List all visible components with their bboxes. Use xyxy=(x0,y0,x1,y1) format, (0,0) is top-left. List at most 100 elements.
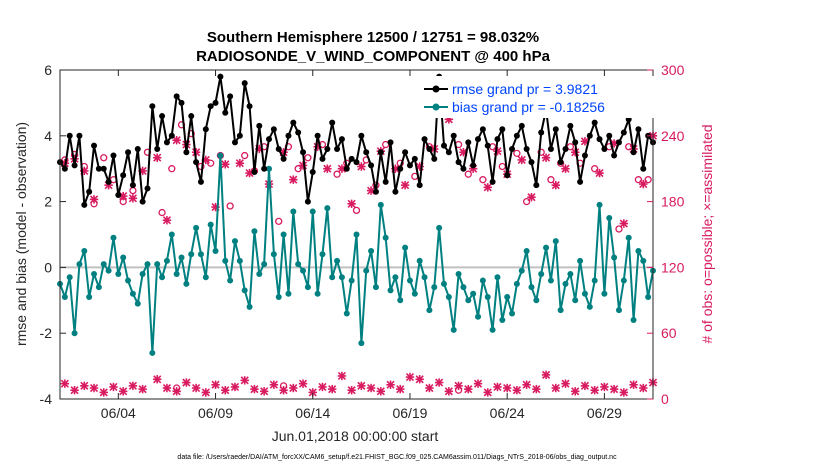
rmse-point xyxy=(314,132,321,139)
bias-point xyxy=(411,290,418,297)
rmse-point xyxy=(509,145,516,152)
bias-point xyxy=(397,297,404,304)
bias-point xyxy=(445,294,452,301)
rmse-point xyxy=(358,132,365,139)
rmse-point xyxy=(227,93,234,100)
bias-point xyxy=(212,247,219,254)
bias-point xyxy=(241,287,248,294)
rmse-point xyxy=(445,149,452,156)
bias-point xyxy=(154,261,161,268)
y-left-tick-label: -2 xyxy=(40,325,53,341)
obs-assimilated-point xyxy=(609,384,619,394)
rmse-point xyxy=(144,185,151,192)
bias-point xyxy=(625,234,632,241)
rmse-point xyxy=(81,201,88,208)
obs-assimilated-point xyxy=(70,386,79,395)
rmse-point xyxy=(261,165,268,172)
rmse-point xyxy=(533,182,540,189)
obs-assimilated-point xyxy=(298,379,308,388)
bias-point xyxy=(110,234,117,241)
bias-point xyxy=(334,257,341,264)
rmse-point xyxy=(460,165,467,172)
obs-assimilated-point xyxy=(386,380,395,389)
obs-assimilated-point xyxy=(527,193,536,202)
bias-point xyxy=(577,257,584,264)
obs-assimilated-point xyxy=(318,382,327,392)
obs-possible-point xyxy=(352,206,361,215)
bias-point xyxy=(513,280,520,287)
rmse-point xyxy=(630,149,637,156)
bias-point xyxy=(197,251,204,258)
bias-point xyxy=(168,231,175,238)
obs-assimilated-point xyxy=(444,387,454,396)
legend-rmse-label: rmse grand pr = 3.9821 xyxy=(452,81,598,97)
obs-assimilated-point xyxy=(109,382,118,392)
rmse-point xyxy=(193,159,200,166)
obs-possible-point xyxy=(207,159,215,167)
rmse-point xyxy=(217,73,224,80)
rmse-point xyxy=(61,165,68,172)
rmse-point xyxy=(290,119,297,126)
bias-point xyxy=(261,261,268,268)
bias-point xyxy=(479,277,486,284)
obs-assimilated-point xyxy=(99,388,108,397)
bias-point xyxy=(562,280,569,287)
bias-point xyxy=(95,284,102,291)
bias-point xyxy=(285,290,292,297)
obs-assimilated-point xyxy=(512,386,522,395)
rmse-point xyxy=(640,165,647,172)
rmse-point xyxy=(353,159,360,166)
y-left-axis-label: rmse and bias (model - observation) xyxy=(13,122,29,346)
obs-assimilated-point xyxy=(201,388,211,397)
bias-point xyxy=(86,294,93,301)
y-left-tick-label: -4 xyxy=(40,391,53,407)
rmse-point xyxy=(319,155,326,162)
bias-point xyxy=(615,307,622,314)
y-right-axis-label: # of obs: o=possible; ×=assimilated xyxy=(699,124,715,343)
bias-point xyxy=(66,274,73,281)
bias-point xyxy=(173,270,180,277)
bias-point xyxy=(144,261,151,268)
y-left-tick-label: 2 xyxy=(44,194,52,210)
rmse-point xyxy=(377,149,384,156)
rmse-point xyxy=(285,132,292,139)
obs-possible-point xyxy=(464,170,472,178)
rmse-point xyxy=(105,178,112,185)
bias-point xyxy=(227,277,234,284)
rmse-point xyxy=(606,132,613,139)
rmse-point xyxy=(586,132,593,139)
rmse-point xyxy=(251,168,258,175)
rmse-point xyxy=(309,168,316,175)
obs-assimilated-point xyxy=(60,379,70,388)
bias-point xyxy=(436,224,443,231)
rmse-point xyxy=(300,149,307,156)
bias-point xyxy=(100,261,107,268)
obs-assimilated-point xyxy=(250,384,259,394)
rmse-point xyxy=(475,136,482,143)
rmse-point xyxy=(363,149,370,156)
rmse-point xyxy=(270,126,277,133)
rmse-point xyxy=(231,139,238,146)
bias-point xyxy=(231,238,238,245)
obs-assimilated-point xyxy=(619,388,629,397)
rmse-point xyxy=(125,149,132,156)
rmse-point xyxy=(76,132,83,139)
rmse-point xyxy=(207,103,214,110)
bias-point xyxy=(329,274,336,281)
bias-point xyxy=(421,274,428,281)
rmse-point xyxy=(489,178,496,185)
obs-assimilated-point xyxy=(396,384,405,394)
legend-box xyxy=(418,76,658,118)
bias-point xyxy=(489,326,496,333)
y-right-tick-label: 300 xyxy=(661,62,685,78)
rmse-point xyxy=(95,165,102,172)
obs-possible-point xyxy=(547,176,555,184)
rmse-point xyxy=(188,113,195,120)
y-right-axis-ticks: 0 60 120 180 240 300 xyxy=(647,62,685,407)
y-left-axis-ticks: -4 -2 0 2 4 6 xyxy=(40,62,66,407)
obs-assimilated-point xyxy=(240,376,249,385)
x-tick-label: 06/29 xyxy=(587,405,622,421)
obs-assimilated-point xyxy=(347,199,356,208)
y-right-tick-label: 60 xyxy=(661,325,677,341)
plot-frame xyxy=(59,69,654,400)
